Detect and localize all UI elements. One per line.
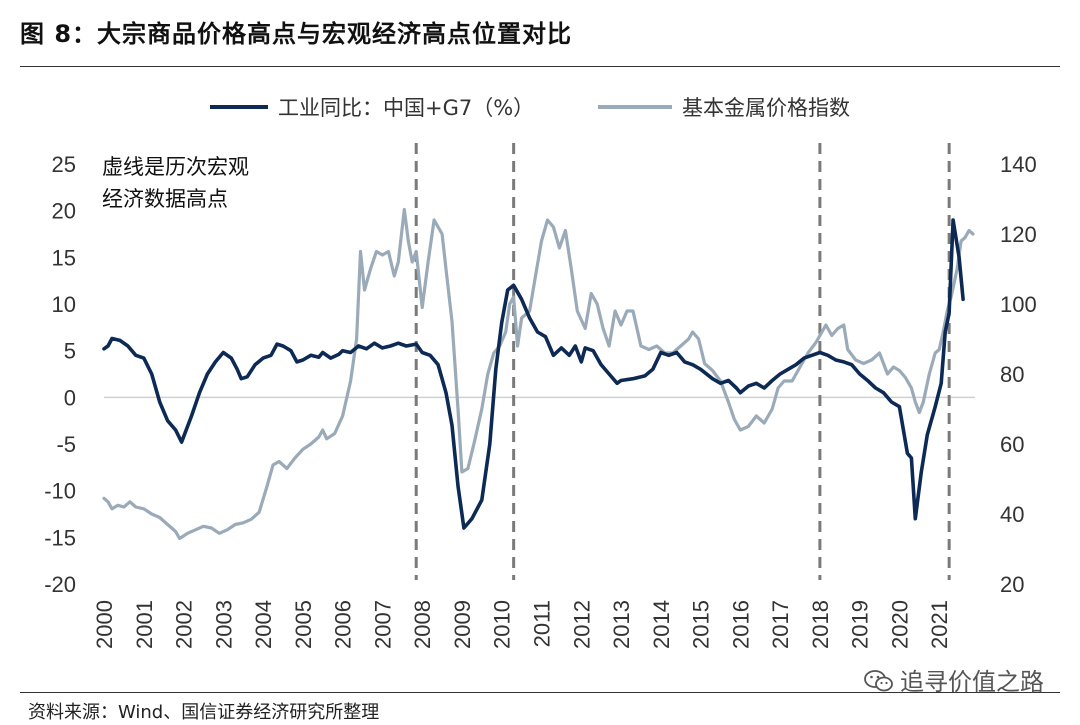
series-lines — [102, 207, 975, 541]
x-tick-label: 2015 — [689, 600, 714, 649]
x-tick-label: 2014 — [649, 600, 674, 649]
left-tick-label: 15 — [52, 245, 76, 270]
legend-label-industry: 工业同比：中国+G7（%） — [278, 96, 534, 120]
annotation-line-1: 虚线是历次宏观 — [102, 155, 249, 179]
legend-label-metals: 基本金属价格指数 — [682, 96, 850, 120]
x-tick-label: 2010 — [490, 600, 515, 649]
left-tick-label: 0 — [64, 385, 76, 410]
right-tick-label: 40 — [1000, 502, 1024, 527]
x-tick-label: 2016 — [728, 600, 753, 649]
right-tick-label: 20 — [1000, 572, 1024, 597]
macro-peak-lines — [414, 143, 951, 580]
x-tick-label: 2009 — [450, 600, 475, 649]
left-tick-label: 25 — [52, 152, 76, 177]
x-tick-label: 2005 — [291, 600, 316, 649]
left-tick-label: -5 — [56, 432, 76, 457]
x-tick-label: 2004 — [251, 600, 276, 649]
right-tick-label: 100 — [1000, 292, 1037, 317]
title-divider — [20, 66, 1060, 67]
legend: 工业同比：中国+G7（%） 基本金属价格指数 — [210, 96, 850, 120]
x-tick-label: 2021 — [927, 600, 952, 649]
watermark: 追寻价值之路 — [864, 662, 1044, 697]
chart-title: 图 8：大宗商品价格高点与宏观经济高点位置对比 — [20, 20, 573, 48]
annotation-line-2: 经济数据高点 — [102, 187, 228, 211]
x-tick-label: 2008 — [410, 600, 435, 649]
x-tick-label: 2019 — [848, 600, 873, 649]
x-tick-label: 2018 — [808, 600, 833, 649]
left-tick-label: -10 — [44, 479, 76, 504]
right-axis: 140 120 100 80 60 40 20 — [1000, 152, 1037, 597]
x-tick-label: 2006 — [331, 600, 356, 649]
x-tick-label: 2000 — [92, 600, 117, 649]
annotation: 虚线是历次宏观 经济数据高点 — [102, 155, 249, 211]
left-tick-label: -20 — [44, 572, 76, 597]
right-tick-label: 80 — [1000, 362, 1024, 387]
x-tick-label: 2001 — [132, 600, 157, 649]
x-tick-label: 2007 — [370, 600, 395, 649]
right-tick-label: 60 — [1000, 432, 1024, 457]
x-tick-label: 2002 — [172, 600, 197, 649]
series-line-industry — [102, 218, 965, 530]
series-line-metals — [102, 207, 975, 541]
x-tick-label: 2012 — [569, 600, 594, 649]
x-tick-label: 2011 — [529, 600, 554, 647]
right-tick-label: 120 — [1000, 222, 1037, 247]
left-tick-label: -15 — [44, 525, 76, 550]
x-tick-label: 2017 — [768, 600, 793, 649]
right-tick-label: 140 — [1000, 152, 1037, 177]
left-axis: 25 20 15 10 5 0 -5 -10 -15 -20 — [44, 152, 76, 597]
left-tick-label: 20 — [52, 199, 76, 224]
x-tick-label: 2013 — [609, 600, 634, 649]
x-axis: 2000 2001 2002 2003 2004 2005 2006 2007 2008 2009… — [92, 600, 952, 649]
x-tick-label: 2020 — [887, 600, 912, 649]
x-tick-label: 2003 — [211, 600, 236, 649]
wechat-icon — [864, 669, 894, 691]
source-note: 资料来源：Wind、国信证券经济研究所整理 — [28, 702, 380, 723]
left-tick-label: 10 — [52, 292, 76, 317]
left-tick-label: 5 — [64, 339, 76, 364]
watermark-text: 追寻价值之路 — [900, 668, 1044, 696]
footer-divider — [20, 692, 1060, 693]
